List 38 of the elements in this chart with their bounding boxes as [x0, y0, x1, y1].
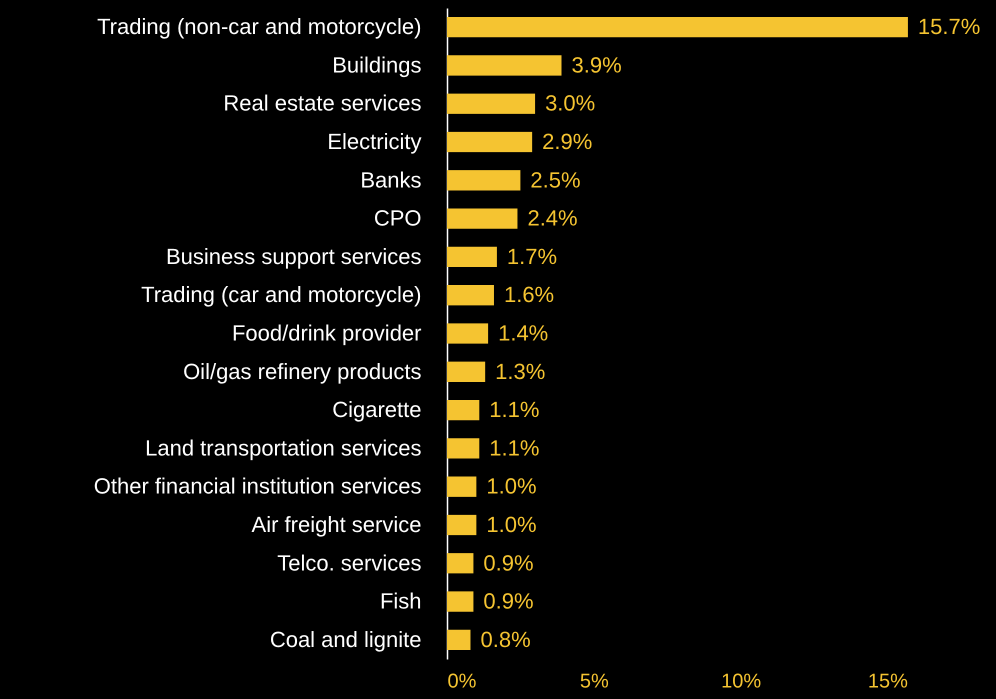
data-label: 3.9% — [571, 52, 622, 78]
y-tick-label: Telco. services — [277, 550, 422, 576]
y-tick-label: Electricity — [327, 129, 422, 154]
y-tick-label: Buildings — [332, 52, 422, 78]
data-label: 1.6% — [504, 282, 554, 308]
y-tick-label: Cigarette — [332, 397, 422, 422]
x-tick-label: 15% — [868, 670, 908, 692]
x-tick-label: 10% — [721, 670, 762, 692]
y-tick-label: Business support services — [166, 244, 422, 269]
y-tick-label: Trading (car and motorcycle) — [141, 282, 422, 308]
y-tick-label: Land transportation services — [145, 435, 422, 460]
data-label: 3.0% — [545, 90, 596, 116]
data-label: 1.4% — [498, 320, 548, 346]
y-tick-label: CPO — [374, 206, 422, 231]
data-label: 1.1% — [489, 397, 540, 422]
y-tick-label: Real estate services — [223, 90, 422, 116]
y-tick-label: Other financial institution services — [94, 474, 422, 499]
y-tick-label: Food/drink provider — [232, 320, 422, 346]
data-label: 2.9% — [542, 129, 592, 154]
data-label: 2.4% — [527, 206, 578, 231]
data-label: 1.7% — [506, 244, 558, 269]
x-tick-label: 5% — [580, 670, 609, 692]
y-tick-label: Trading (non-car and motorcycle) — [97, 14, 422, 40]
data-label: 1.1% — [489, 435, 540, 460]
y-tick-label: Oil/gas refinery products — [183, 358, 422, 384]
y-tick-label: Fish — [380, 588, 422, 614]
data-label: 0.9% — [483, 588, 534, 614]
data-label: 2.5% — [530, 167, 581, 192]
y-tick-label: Air freight service — [252, 512, 422, 537]
data-label: 15.7% — [918, 14, 980, 40]
y-tick-label: Banks — [360, 167, 422, 192]
data-label: 0.9% — [483, 550, 534, 576]
data-label: 1.0% — [486, 512, 537, 537]
data-label: 1.3% — [495, 358, 546, 384]
x-tick-label: 0% — [448, 670, 477, 692]
data-label: 1.0% — [486, 474, 537, 499]
data-label: 0.8% — [480, 626, 531, 652]
y-tick-label: Coal and lignite — [270, 626, 422, 652]
